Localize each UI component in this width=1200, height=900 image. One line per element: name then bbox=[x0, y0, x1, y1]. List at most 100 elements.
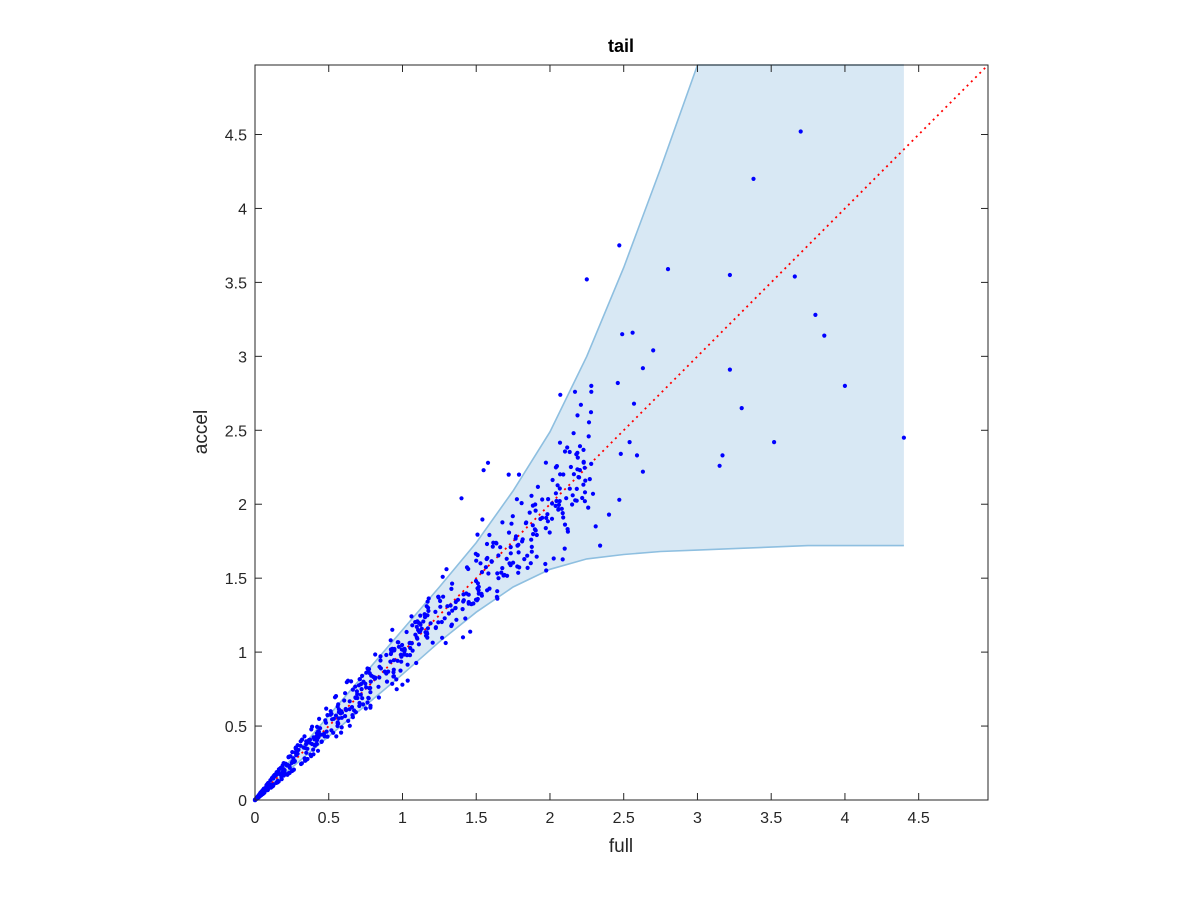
x-tick-label: 3 bbox=[693, 810, 702, 827]
data-point bbox=[448, 603, 453, 608]
y-tick-label: 2.5 bbox=[225, 423, 247, 440]
data-point bbox=[315, 748, 321, 753]
chart-title: tail bbox=[608, 36, 634, 56]
data-point bbox=[302, 734, 307, 739]
data-point bbox=[311, 747, 316, 752]
data-point bbox=[557, 499, 562, 504]
data-point bbox=[479, 570, 485, 575]
data-point bbox=[562, 522, 568, 527]
data-point bbox=[562, 546, 567, 551]
data-point bbox=[822, 333, 827, 338]
data-point bbox=[509, 521, 514, 526]
data-point bbox=[342, 698, 347, 703]
data-point bbox=[577, 475, 582, 480]
data-point bbox=[377, 675, 382, 680]
data-point bbox=[263, 785, 268, 791]
data-point bbox=[364, 670, 369, 675]
data-point bbox=[575, 413, 580, 418]
data-point bbox=[620, 332, 625, 337]
data-point bbox=[527, 510, 532, 515]
data-point bbox=[347, 723, 352, 728]
data-point bbox=[532, 527, 538, 532]
data-point bbox=[339, 710, 345, 715]
data-point bbox=[359, 687, 364, 692]
data-point bbox=[460, 607, 465, 612]
data-point bbox=[528, 561, 533, 566]
data-point bbox=[504, 556, 509, 561]
data-point bbox=[534, 532, 539, 538]
x-tick-label: 3.5 bbox=[760, 810, 782, 827]
data-point bbox=[365, 700, 370, 705]
data-point bbox=[414, 660, 419, 666]
data-point bbox=[396, 644, 401, 649]
y-tick-label: 4 bbox=[238, 201, 247, 218]
data-point bbox=[368, 705, 373, 710]
data-point bbox=[343, 691, 348, 696]
data-point bbox=[312, 743, 318, 748]
data-point bbox=[333, 713, 339, 718]
data-point bbox=[334, 734, 339, 739]
data-point bbox=[475, 532, 480, 537]
data-point bbox=[336, 702, 341, 707]
data-point bbox=[575, 467, 580, 472]
data-point bbox=[357, 700, 362, 706]
data-point bbox=[454, 617, 459, 622]
data-point bbox=[627, 440, 632, 445]
data-point bbox=[409, 614, 414, 619]
data-point bbox=[587, 477, 592, 482]
data-point bbox=[549, 516, 555, 521]
data-point bbox=[363, 681, 368, 686]
data-point bbox=[315, 737, 320, 742]
data-point bbox=[515, 564, 520, 569]
data-point bbox=[487, 586, 492, 591]
data-point bbox=[561, 472, 566, 477]
data-point bbox=[409, 641, 414, 646]
data-point bbox=[307, 740, 312, 745]
data-point bbox=[555, 483, 560, 488]
data-point bbox=[459, 496, 464, 501]
data-point bbox=[298, 761, 304, 767]
data-point bbox=[382, 669, 387, 674]
data-point bbox=[598, 543, 603, 548]
data-point bbox=[464, 565, 470, 570]
data-point bbox=[665, 267, 671, 272]
data-point bbox=[486, 571, 491, 576]
data-point bbox=[353, 684, 358, 689]
data-point bbox=[534, 554, 539, 559]
data-point bbox=[346, 718, 351, 724]
data-point bbox=[617, 243, 622, 248]
data-point bbox=[516, 570, 521, 575]
reference-line bbox=[254, 64, 989, 801]
data-point bbox=[433, 609, 438, 615]
data-point bbox=[339, 725, 344, 730]
data-point bbox=[494, 541, 499, 546]
data-point bbox=[290, 750, 295, 755]
band-lower-edge bbox=[254, 544, 904, 801]
data-point bbox=[453, 605, 458, 611]
data-point bbox=[392, 648, 397, 653]
data-point bbox=[520, 539, 525, 544]
data-point bbox=[466, 592, 471, 597]
data-point bbox=[487, 532, 492, 538]
data-point bbox=[631, 401, 637, 406]
x-axis-ticks: 0 0.5 1 1.5 2 2.5 3 3.5 4 4.5 bbox=[251, 65, 930, 827]
y-tick-label: 2 bbox=[238, 497, 247, 514]
reference-diagonal bbox=[254, 64, 989, 801]
data-point bbox=[589, 461, 594, 466]
data-point bbox=[901, 435, 907, 440]
data-point bbox=[388, 659, 393, 664]
y-tick-label: 3.5 bbox=[225, 275, 247, 292]
data-point bbox=[544, 568, 549, 573]
y-tick-label: 0.5 bbox=[225, 719, 247, 736]
data-point bbox=[574, 498, 579, 503]
data-point bbox=[436, 594, 441, 599]
data-point bbox=[567, 486, 572, 491]
data-point bbox=[582, 499, 588, 504]
data-point bbox=[347, 699, 352, 704]
data-point bbox=[516, 550, 521, 555]
data-point bbox=[584, 277, 589, 282]
data-point bbox=[581, 460, 586, 465]
data-point bbox=[495, 589, 500, 594]
data-point bbox=[329, 728, 334, 733]
